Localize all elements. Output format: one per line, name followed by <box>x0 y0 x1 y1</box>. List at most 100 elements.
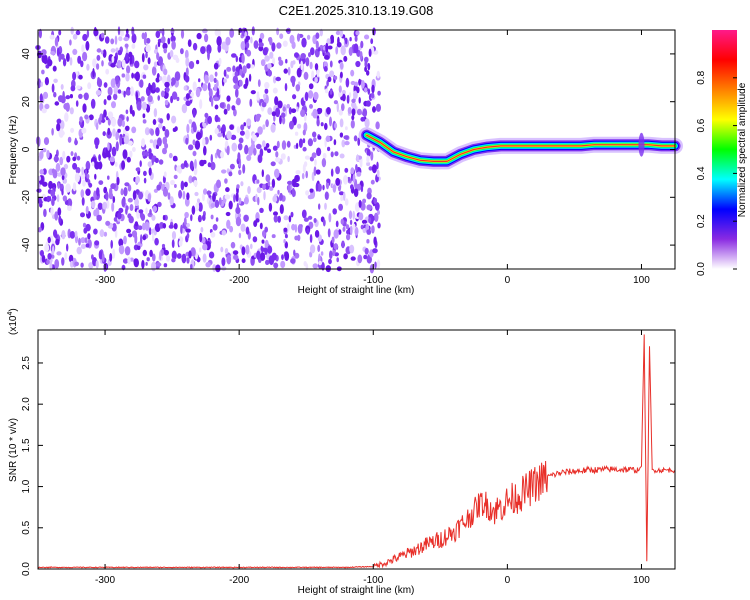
noise-speck <box>162 223 167 229</box>
noise-speck <box>350 119 355 129</box>
noise-speck <box>259 207 264 213</box>
noise-speck <box>141 101 147 111</box>
noise-speck <box>353 135 358 142</box>
noise-speck <box>105 191 109 201</box>
noise-speck <box>119 136 123 146</box>
noise-speck <box>367 62 371 71</box>
noise-speck <box>364 118 370 128</box>
noise-speck <box>171 40 176 50</box>
noise-speck <box>112 248 116 259</box>
noise-speck <box>148 84 153 91</box>
noise-speck <box>367 254 370 264</box>
noise-speck <box>286 140 291 148</box>
noise-speck <box>226 219 231 229</box>
noise-speck <box>145 261 148 266</box>
noise-speck <box>140 96 145 102</box>
noise-speck <box>297 234 301 242</box>
noise-speck <box>314 230 320 238</box>
noise-speck <box>36 188 42 193</box>
noise-speck <box>173 174 178 180</box>
noise-speck <box>74 137 78 146</box>
noise-speck <box>158 123 163 129</box>
noise-speck <box>149 139 154 144</box>
noise-speck <box>357 137 361 146</box>
noise-speck <box>176 96 180 102</box>
noise-speck <box>348 92 352 98</box>
noise-speck <box>259 222 263 230</box>
noise-speck <box>220 127 224 134</box>
noise-speck <box>193 166 198 176</box>
noise-speck <box>376 169 380 178</box>
noise-speck <box>147 193 151 202</box>
noise-speck <box>279 204 284 215</box>
noise-speck <box>51 83 55 93</box>
noise-speck <box>75 100 79 107</box>
noise-speck <box>188 250 192 259</box>
noise-speck <box>125 109 129 115</box>
noise-speck <box>93 228 98 235</box>
noise-speck <box>303 122 308 132</box>
noise-speck <box>251 26 255 36</box>
noise-speck <box>94 137 100 147</box>
noise-speck <box>53 155 59 163</box>
noise-speck <box>44 243 50 253</box>
noise-speck <box>151 261 157 272</box>
noise-speck <box>95 122 99 130</box>
noise-speck <box>274 96 279 106</box>
noise-speck <box>335 30 341 36</box>
noise-speck <box>333 243 339 250</box>
noise-speck <box>235 216 242 227</box>
noise-speck <box>127 184 132 192</box>
noise-speck <box>256 250 261 260</box>
noise-speck <box>374 261 377 269</box>
noise-speck <box>141 259 145 269</box>
noise-speck <box>50 189 56 197</box>
noise-speck <box>162 125 166 132</box>
noise-speck <box>368 48 372 57</box>
noise-speck <box>334 122 338 129</box>
noise-speck <box>333 139 337 146</box>
noise-speck <box>70 26 74 35</box>
noise-speck <box>74 261 79 267</box>
noise-speck <box>232 75 239 84</box>
noise-speck <box>214 127 219 135</box>
noise-speck <box>243 214 249 222</box>
noise-speck <box>309 104 313 109</box>
noise-speck <box>127 197 133 203</box>
noise-speck <box>239 68 243 76</box>
noise-speck <box>295 142 299 149</box>
noise-speck <box>314 158 317 166</box>
noise-speck <box>230 134 237 140</box>
noise-speck <box>331 37 334 43</box>
noise-speck <box>261 102 267 108</box>
noise-speck <box>364 34 370 40</box>
noise-speck <box>250 36 253 44</box>
noise-speck <box>366 161 371 167</box>
noise-speck <box>67 136 72 143</box>
noise-speck <box>60 84 64 90</box>
noise-speck <box>171 258 176 263</box>
noise-speck <box>107 142 110 151</box>
noise-speck <box>181 103 188 114</box>
noise-speck <box>301 37 307 48</box>
noise-speck <box>39 93 43 103</box>
noise-speck <box>339 118 344 128</box>
noise-speck <box>267 180 271 187</box>
noise-speck <box>124 246 131 256</box>
noise-speck <box>311 171 315 182</box>
noise-speck <box>323 66 328 72</box>
noise-speck <box>273 262 279 269</box>
noise-speck <box>80 237 86 244</box>
noise-speck <box>195 87 201 98</box>
noise-speck <box>148 167 152 176</box>
noise-speck <box>275 76 282 82</box>
noise-speck <box>226 66 232 72</box>
noise-speck <box>204 33 209 43</box>
noise-speck <box>376 70 380 79</box>
noise-speck <box>356 154 359 162</box>
noise-speck <box>343 135 349 140</box>
noise-speck <box>85 223 91 232</box>
noise-speck <box>245 244 250 255</box>
noise-speck <box>116 60 122 69</box>
